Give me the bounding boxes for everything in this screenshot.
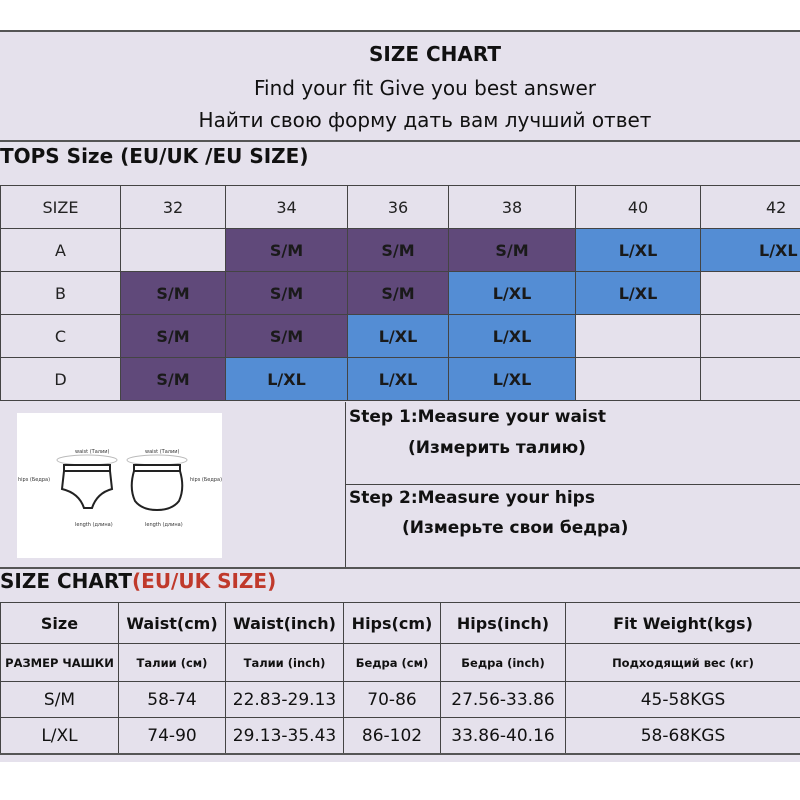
grid-row-cup-c: C S/M S/M L/XL L/XL: [0, 314, 800, 358]
cell: 33.86-40.16: [440, 717, 566, 755]
size-cell-sm: S/M: [120, 314, 226, 358]
cell: Fit Weight(kgs): [565, 602, 800, 644]
cell: 45-58KGS: [565, 681, 800, 718]
size-cell-lxl: L/XL: [700, 228, 800, 272]
cell: РАЗМЕР ЧАШКИ: [0, 643, 119, 682]
step-1: Step 1:Measure your waist: [349, 407, 607, 427]
size-cell-sm: S/M: [120, 357, 226, 401]
subtitle-en: Find your fit Give you best answer: [254, 76, 596, 100]
grid-row-cup-a: A S/M S/M S/M L/XL L/XL: [0, 228, 800, 272]
size-chart-title: SIZE CHART(EU/UK SIZE): [0, 569, 276, 593]
cup-size: B: [0, 271, 121, 315]
empty-cell: [120, 228, 226, 272]
size-cell-lxl: L/XL: [575, 228, 701, 272]
size-cell-lxl: L/XL: [448, 357, 576, 401]
cell: 74-90: [118, 717, 226, 755]
size-cell-sm: S/M: [120, 271, 226, 315]
tops-size-grid: SIZE 32 34 36 38 40 42 A S/M S/M S/M L/XL L/X…: [0, 185, 800, 401]
grid-row-cup-d: D S/M L/XL L/XL L/XL: [0, 357, 800, 401]
subtitle-ru: Найти свою форму дать вам лучший ответ: [198, 108, 652, 132]
band-size: 32: [120, 185, 226, 229]
steps-panel: Step 1:Measure your waist (Измерить тали…: [345, 402, 800, 567]
waist-label: waist (Талии): [145, 449, 179, 455]
size-cell-lxl: L/XL: [575, 271, 701, 315]
grid-corner: SIZE: [0, 185, 121, 229]
cup-size: A: [0, 228, 121, 272]
band-size: 34: [225, 185, 348, 229]
cup-size: D: [0, 357, 121, 401]
size-cell-sm: S/M: [225, 314, 348, 358]
cell: Подходящий вес (кг): [565, 643, 800, 682]
size-measurement-table: Size Waist(cm) Waist(inch) Hips(cm) Hips(inc…: [0, 602, 800, 755]
empty-cell: [700, 271, 800, 315]
waist-label: waist (Талии): [75, 449, 109, 455]
cell: L/XL: [0, 717, 119, 755]
cell: 58-68KGS: [565, 717, 800, 755]
empty-cell: [700, 357, 800, 401]
band-size: 38: [448, 185, 576, 229]
length-label: length (длина): [145, 522, 183, 528]
divider: [346, 484, 800, 485]
measure-section: waist (Талии) waist (Талии) hips (Бедра)…: [0, 402, 800, 569]
cell: Талии (см): [118, 643, 226, 682]
size-cell-sm: S/M: [225, 271, 348, 315]
size-cell-lxl: L/XL: [347, 357, 449, 401]
header-row: Size Waist(cm) Waist(inch) Hips(cm) Hips(inc…: [0, 602, 800, 644]
size-cell-sm: S/M: [347, 271, 449, 315]
cell: Бедра (inch): [440, 643, 566, 682]
hips-label: hips (Бедра): [190, 477, 222, 483]
empty-cell: [575, 357, 701, 401]
cell: Талии (inch): [225, 643, 344, 682]
empty-cell: [575, 314, 701, 358]
header-row-ru: РАЗМЕР ЧАШКИ Талии (см) Талии (inch) Бедра …: [0, 643, 800, 682]
band-size: 40: [575, 185, 701, 229]
hips-label: hips (Бедра): [18, 477, 50, 483]
cell: Hips(cm): [343, 602, 441, 644]
cell: Waist(inch): [225, 602, 344, 644]
size-cell-lxl: L/XL: [347, 314, 449, 358]
cell: 58-74: [118, 681, 226, 718]
empty-cell: [700, 314, 800, 358]
step-2-ru: (Измерьте свои бедра): [402, 518, 629, 538]
size-cell-sm: S/M: [448, 228, 576, 272]
size-chart-title-text: SIZE CHART: [0, 569, 133, 593]
size-chart-title-suffix: (EU/UK SIZE): [132, 569, 277, 593]
size-cell-sm: S/M: [225, 228, 348, 272]
cell: 86-102: [343, 717, 441, 755]
page-title: SIZE CHART: [368, 42, 501, 66]
divider: [0, 140, 800, 142]
band-size: 42: [700, 185, 800, 229]
grid-row-cup-b: B S/M S/M S/M L/XL L/XL: [0, 271, 800, 315]
measurement-diagram: waist (Талии) waist (Талии) hips (Бедра)…: [17, 413, 222, 558]
size-cell-lxl: L/XL: [225, 357, 348, 401]
cell: 27.56-33.86: [440, 681, 566, 718]
size-cell-sm: S/M: [347, 228, 449, 272]
cell: Hips(inch): [440, 602, 566, 644]
step-2: Step 2:Measure your hips: [349, 488, 595, 508]
size-cell-lxl: L/XL: [448, 314, 576, 358]
cell: Waist(cm): [118, 602, 226, 644]
cell: 70-86: [343, 681, 441, 718]
grid-header-row: SIZE 32 34 36 38 40 42: [0, 185, 800, 229]
cup-size: C: [0, 314, 121, 358]
length-label: length (длина): [75, 522, 113, 528]
step-1-ru: (Измерить талию): [408, 438, 586, 458]
cell: Size: [0, 602, 119, 644]
cell: 29.13-35.43: [225, 717, 344, 755]
size-cell-lxl: L/XL: [448, 271, 576, 315]
tops-title: TOPS Size (EU/UK /EU SIZE): [0, 144, 309, 168]
table-row: L/XL 74-90 29.13-35.43 86-102 33.86-40.16 58-…: [0, 717, 800, 755]
cell: Бедра (см): [343, 643, 441, 682]
table-row: S/M 58-74 22.83-29.13 70-86 27.56-33.86 45-58…: [0, 681, 800, 718]
cell: 22.83-29.13: [225, 681, 344, 718]
band-size: 36: [347, 185, 449, 229]
cell: S/M: [0, 681, 119, 718]
size-chart-sheet: SIZE CHART Find your fit Give you best a…: [0, 30, 800, 762]
